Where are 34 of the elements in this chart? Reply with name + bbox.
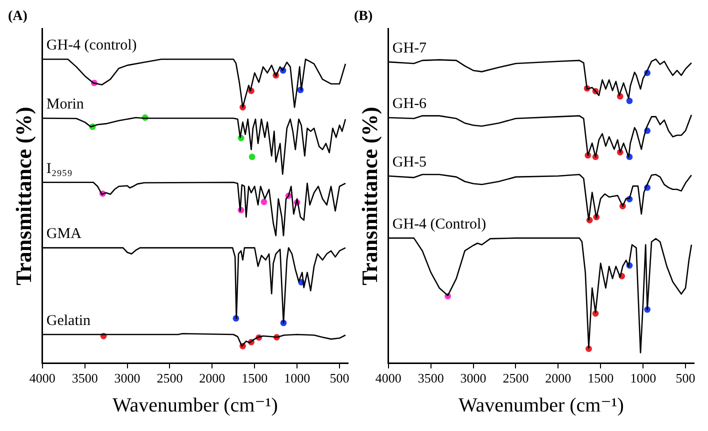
series-label: GH-4 (control) [46, 38, 137, 54]
x-tick-label: 2500 [156, 370, 183, 386]
x-tick-label: 4000 [29, 370, 56, 386]
x-tick-label: 1500 [588, 370, 614, 386]
series-label: Morin [46, 96, 84, 113]
series-label: GH-7 [392, 40, 428, 56]
point [626, 98, 633, 104]
x-tick-label: 3500 [72, 370, 98, 386]
x-tick-label: 2000 [199, 370, 226, 386]
chart-title: (B) [354, 9, 373, 24]
chart-title: (A) [8, 9, 28, 24]
series-label: Gelatin [46, 312, 92, 329]
x-tick-label: 3000 [460, 370, 486, 386]
x-tick-label: 500 [330, 370, 350, 386]
point [260, 198, 268, 206]
x-tick-label: 4000 [375, 370, 402, 386]
series-label: GH-6 [392, 96, 428, 112]
x-tick-label: 3500 [418, 370, 444, 386]
x-axis-title: Wavenumber (cm⁻¹) [112, 394, 278, 416]
y-axis-title: Transmittance (%) [356, 106, 382, 286]
x-tick-label: 3000 [114, 370, 140, 386]
x-tick-label: 2500 [502, 370, 529, 386]
series-label: I₂₉₅₉ [46, 160, 72, 177]
y-axis-title: Transmittance (%) [10, 106, 36, 286]
x-tick-label: 1500 [242, 370, 268, 386]
x-tick-label: 500 [676, 370, 696, 386]
x-tick-label: 2000 [545, 370, 572, 386]
x-tick-label: 1000 [284, 370, 310, 386]
point [248, 154, 256, 160]
x-tick-label: 1000 [630, 370, 656, 386]
series-label: GH-4 (Control) [392, 216, 486, 233]
x-axis-title: Wavenumber (cm⁻¹) [458, 394, 624, 416]
series-label: GMA [46, 226, 82, 242]
series-label: GH-5 [392, 154, 427, 170]
